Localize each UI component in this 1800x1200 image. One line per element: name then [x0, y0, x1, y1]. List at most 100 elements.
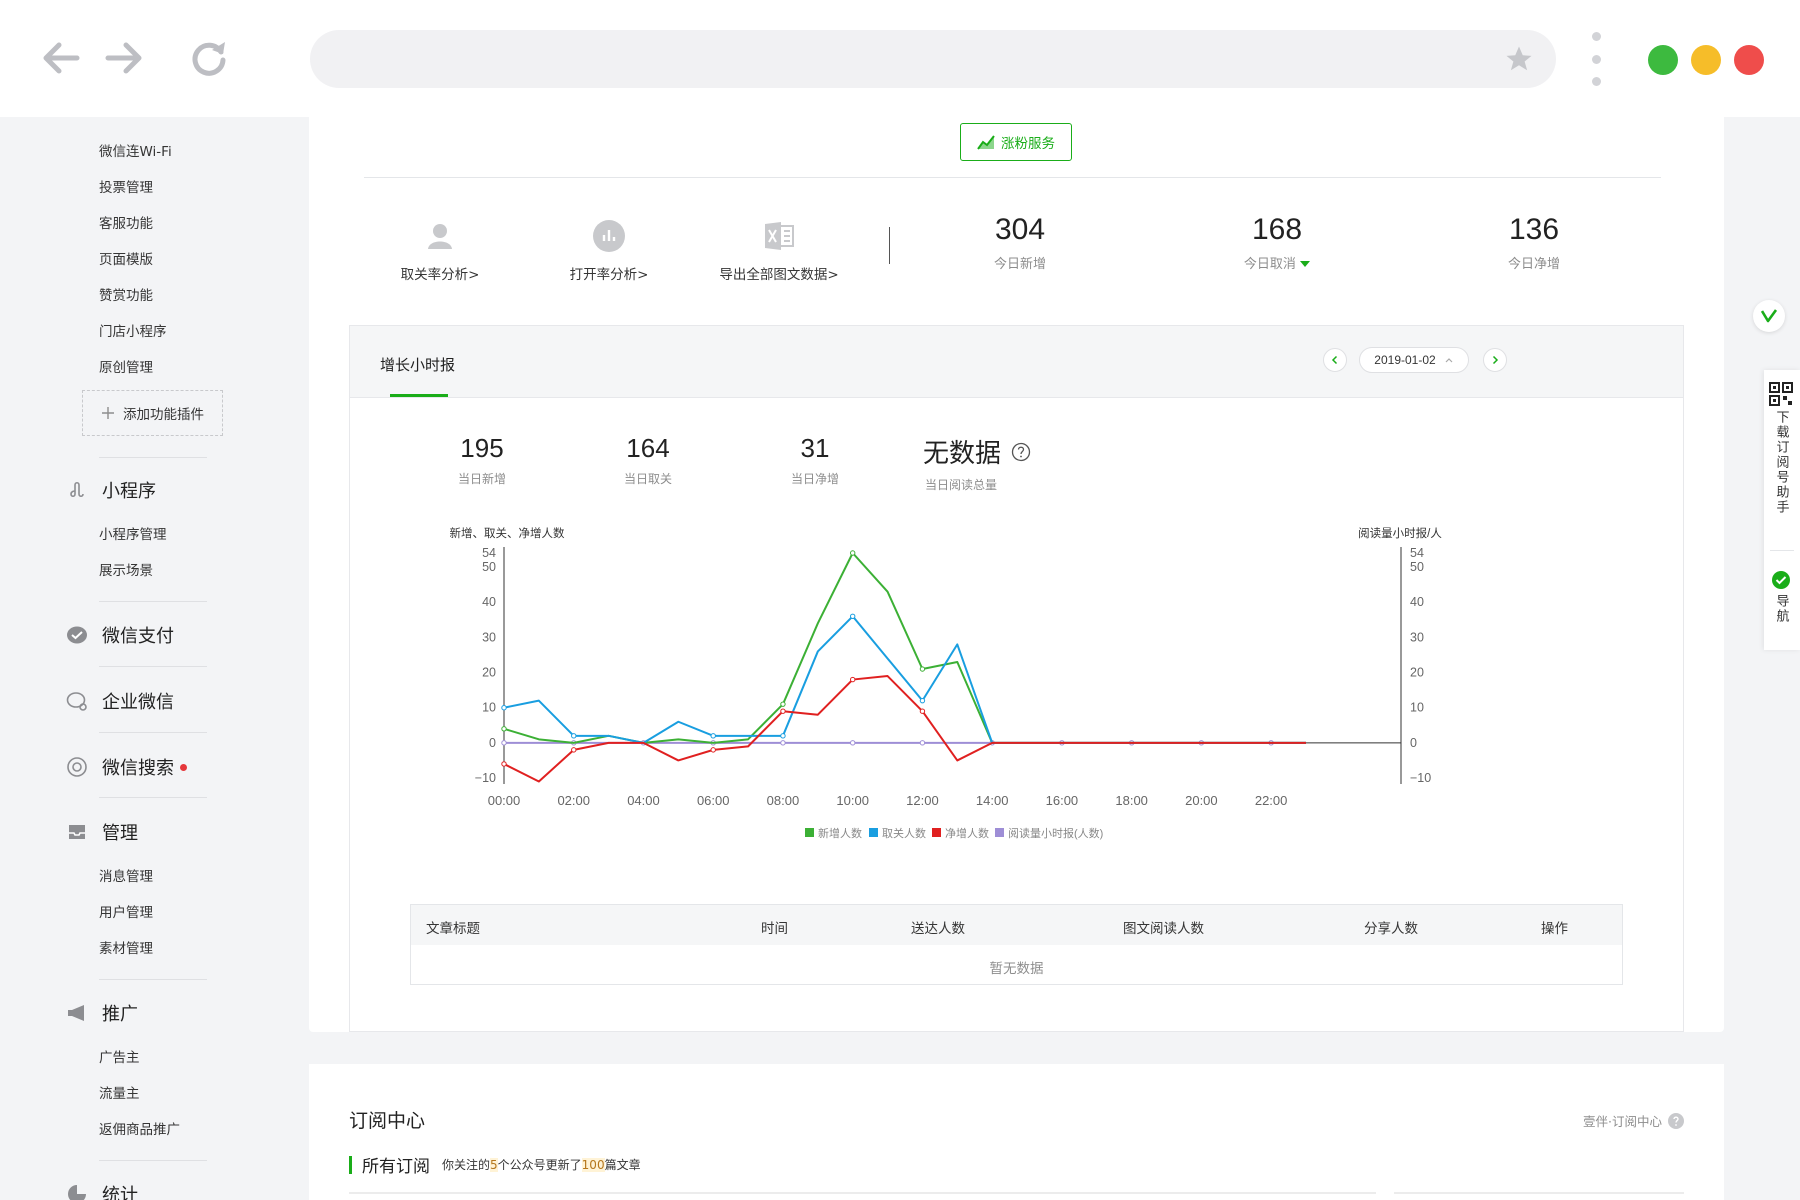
sidebar-item-scenes[interactable]: 展示场景: [99, 563, 153, 579]
legend-swatch: [932, 828, 941, 837]
growth-report-panel: 增长小时报 2019-01-02 195 当日新增 164 当日取关 31 当日…: [349, 325, 1684, 1032]
tab-hourly-report[interactable]: 增长小时报: [380, 356, 456, 374]
y-tick-label: 20: [482, 666, 496, 680]
sidebar-item-users[interactable]: 用户管理: [99, 905, 153, 921]
y2-axis-label: 阅读量小时报/人: [1358, 526, 1442, 540]
sidebar: 微信连Wi-Fi 投票管理 客服功能 页面模版 赞赏功能 门店小程序 原创管理 …: [0, 117, 302, 1200]
kpi-day-unfollow: 164 当日取关: [623, 433, 672, 486]
legend-label: 新增人数: [818, 826, 862, 840]
navigation-button[interactable]: 导航: [1771, 570, 1791, 624]
data-point: [571, 733, 577, 739]
col-title: 文章标题: [426, 921, 480, 937]
subscription-card: 订阅中心 壹伴·订阅中心 所有订阅 你关注的5个公众号更新了100篇文章: [309, 1064, 1724, 1200]
pie-chart-icon: [64, 1181, 90, 1200]
back-button[interactable]: [36, 30, 86, 86]
work-wechat-icon: [64, 688, 90, 714]
y-tick-label: 10: [482, 701, 496, 715]
sidebar-section-promotion[interactable]: 推广: [64, 1000, 138, 1026]
divider: [1394, 1192, 1684, 1194]
help-icon[interactable]: [1011, 442, 1031, 462]
prev-date-button[interactable]: [1323, 348, 1347, 372]
y-axis-label: 新增、取关、净增人数: [450, 526, 565, 540]
export-articles-button[interactable]: 导出全部图文数据>: [694, 217, 864, 283]
sidebar-section-wechat-search[interactable]: 微信搜索: [64, 754, 187, 780]
sidebar-item-wifi[interactable]: 微信连Wi-Fi: [99, 144, 172, 160]
open-rate-analysis-button[interactable]: 打开率分析>: [524, 217, 694, 283]
kpi-day-net: 31 当日净增: [790, 433, 839, 486]
forward-button[interactable]: [99, 30, 149, 86]
tool-label: 导出全部图文数据: [719, 267, 828, 283]
y2-tick-label: 10: [1410, 701, 1424, 715]
tool-label: 打开率分析: [569, 267, 638, 283]
reload-button[interactable]: [184, 30, 234, 86]
tab-all-subscriptions[interactable]: 所有订阅 你关注的5个公众号更新了100篇文章: [349, 1152, 641, 1177]
next-date-button[interactable]: [1483, 348, 1507, 372]
y2-tick-label: 20: [1410, 666, 1424, 680]
data-point: [849, 676, 856, 683]
sidebar-section-stats[interactable]: 统计: [64, 1181, 138, 1200]
legend-swatch: [805, 828, 814, 837]
sidebar-item-reward[interactable]: 赞赏功能: [99, 288, 153, 304]
menu-kebab-icon[interactable]: [1582, 32, 1610, 86]
sidebar-item-messages[interactable]: 消息管理: [99, 869, 153, 885]
download-helper-button[interactable]: 下载订阅号助手: [1769, 382, 1793, 515]
tool-label: 取关率分析: [400, 267, 469, 283]
window-minimize-button[interactable]: [1691, 45, 1721, 75]
stat-today-new: 304 今日新增: [993, 213, 1046, 272]
add-plugin-label: 添加功能插件: [123, 407, 204, 423]
grow-service-label: 涨粉服务: [1001, 136, 1055, 152]
col-actions: 操作: [1541, 921, 1568, 937]
star-icon[interactable]: [1504, 44, 1534, 74]
unfollow-analysis-button[interactable]: 取关率分析>: [355, 217, 525, 283]
subscription-help-link[interactable]: 壹伴·订阅中心: [1583, 1111, 1684, 1130]
date-picker[interactable]: 2019-01-02: [1359, 347, 1469, 373]
sidebar-item-store-mini[interactable]: 门店小程序: [99, 324, 167, 340]
data-point: [780, 733, 786, 739]
x-tick-label: 06:00: [697, 793, 730, 808]
legend-swatch: [995, 828, 1004, 837]
address-bar[interactable]: [310, 30, 1556, 88]
section-title: 统计: [102, 1185, 138, 1200]
x-tick-label: 08:00: [767, 793, 800, 808]
sidebar-section-work-wechat[interactable]: 企业微信: [64, 688, 174, 714]
sidebar-item-customer-service[interactable]: 客服功能: [99, 216, 153, 232]
sidebar-item-publisher[interactable]: 流量主: [99, 1086, 140, 1102]
search-icon: [64, 754, 90, 780]
add-plugin-button[interactable]: 添加功能插件: [82, 390, 223, 436]
sidebar-section-manage[interactable]: 管理: [64, 819, 138, 845]
data-point: [780, 701, 786, 707]
sidebar-item-commission[interactable]: 返佣商品推广: [99, 1122, 180, 1138]
sidebar-item-materials[interactable]: 素材管理: [99, 941, 153, 957]
chevron-right-icon: [1492, 355, 1499, 365]
legend-swatch: [869, 828, 878, 837]
sidebar-item-original[interactable]: 原创管理: [99, 360, 153, 376]
sidebar-item-page-template[interactable]: 页面模版: [99, 252, 153, 268]
col-time: 时间: [761, 921, 788, 937]
window-maximize-button[interactable]: [1648, 45, 1678, 75]
window-close-button[interactable]: [1734, 45, 1764, 75]
y-tick-label: −10: [475, 771, 496, 785]
tab-underline: [390, 394, 448, 397]
sidebar-item-advertiser[interactable]: 广告主: [99, 1050, 140, 1066]
help-icon: [1668, 1112, 1684, 1129]
data-point: [919, 708, 926, 714]
qrcode-icon: [1769, 382, 1793, 406]
section-title: 小程序: [102, 481, 156, 502]
excel-icon: [694, 217, 864, 255]
y2-tick-label: 54: [1410, 546, 1424, 560]
sidebar-item-vote[interactable]: 投票管理: [99, 180, 153, 196]
y-tick-label: 50: [482, 560, 496, 574]
sidebar-section-mini-program[interactable]: 小程序: [64, 477, 156, 503]
y2-tick-label: 0: [1410, 736, 1417, 750]
grow-service-button[interactable]: 涨粉服务: [960, 123, 1072, 161]
inbox-icon: [64, 819, 90, 845]
main-card: 涨粉服务 取关率分析> 打开率分析> 导出全部图文数据> 304 今日新增 16…: [309, 117, 1724, 1032]
sidebar-item-mini-manage[interactable]: 小程序管理: [99, 527, 167, 543]
sidebar-section-wechat-pay[interactable]: 微信支付: [64, 622, 174, 648]
megaphone-icon: [64, 1000, 90, 1026]
data-point: [501, 726, 507, 732]
yiban-logo-icon[interactable]: [1753, 300, 1785, 332]
x-tick-label: 04:00: [627, 793, 660, 808]
x-tick-label: 14:00: [976, 793, 1009, 808]
data-point: [849, 613, 856, 619]
